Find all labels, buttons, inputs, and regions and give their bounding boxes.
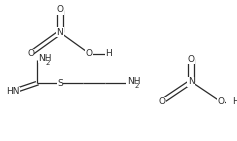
Text: H: H: [232, 97, 237, 106]
Text: 2: 2: [46, 60, 50, 66]
Text: O: O: [86, 49, 93, 58]
Text: N: N: [57, 28, 63, 37]
Text: O: O: [217, 97, 224, 106]
Text: H: H: [105, 49, 112, 58]
Text: NH: NH: [38, 54, 52, 63]
Text: O: O: [56, 5, 64, 14]
Text: HN: HN: [6, 87, 19, 96]
Text: O: O: [158, 97, 165, 106]
Text: S: S: [57, 79, 63, 88]
Text: O: O: [188, 55, 195, 64]
Text: 2: 2: [134, 83, 139, 89]
Text: NH: NH: [127, 77, 140, 86]
Text: N: N: [188, 77, 195, 86]
Text: O: O: [27, 49, 34, 58]
